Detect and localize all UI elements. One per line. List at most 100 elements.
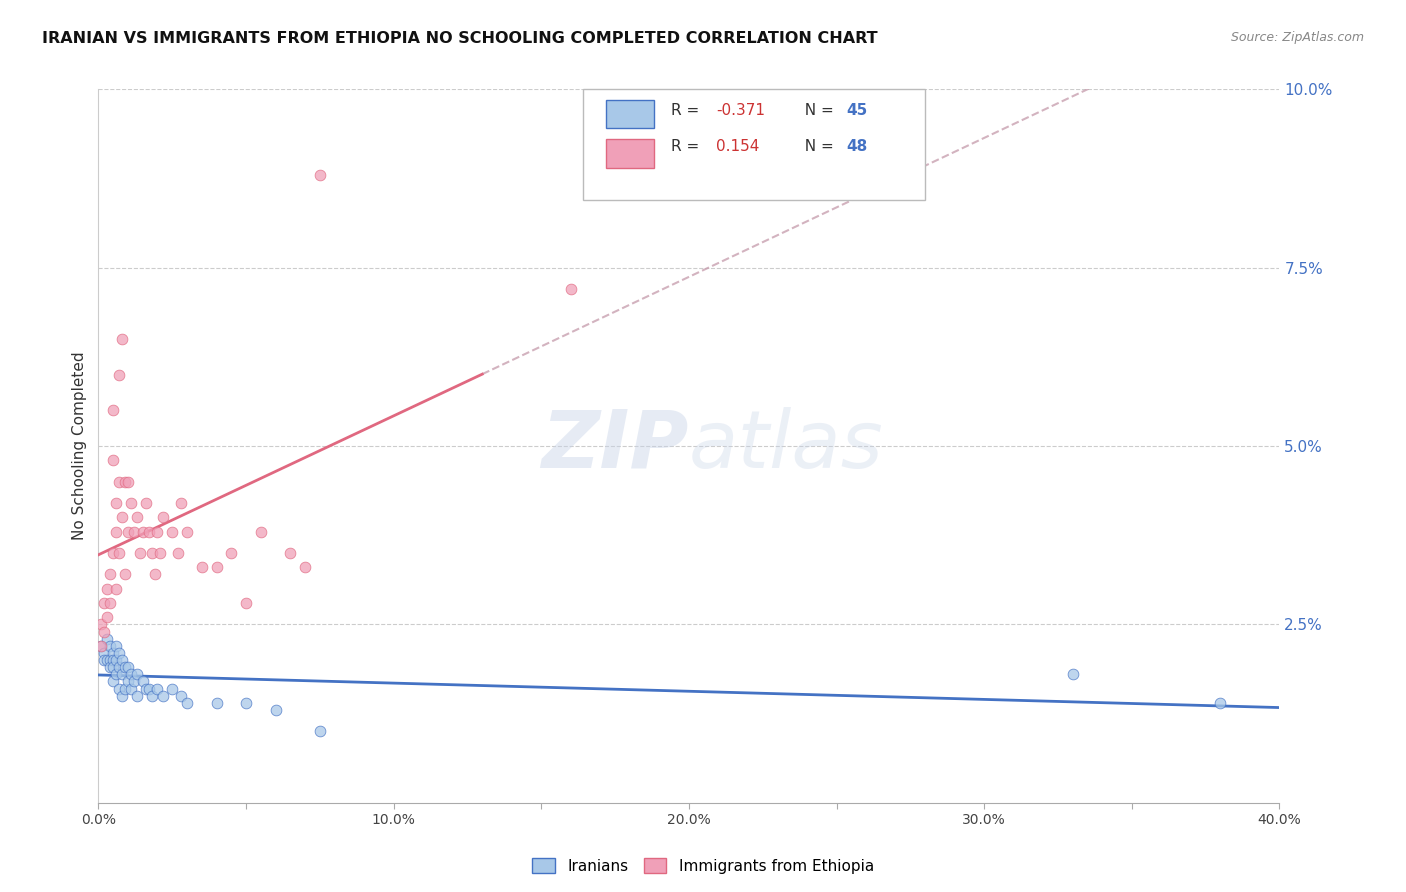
Point (108, 660, 131, 674)
Point (93, 596, 115, 610)
Point (111, 667, 134, 681)
Point (108, 681, 131, 696)
Y-axis label: No Schooling Completed: No Schooling Completed (72, 351, 87, 541)
Point (114, 660, 136, 674)
Point (250, 524, 273, 539)
Point (105, 667, 128, 681)
Point (93, 646, 115, 660)
Point (122, 524, 145, 539)
Point (114, 681, 136, 696)
Point (152, 510, 174, 524)
Point (278, 546, 302, 560)
Point (90, 639, 112, 653)
Point (264, 703, 287, 717)
Point (108, 546, 131, 560)
Point (560, 282, 582, 296)
Point (135, 496, 157, 510)
Text: 0.154: 0.154 (716, 139, 759, 153)
Point (138, 681, 160, 696)
Text: 48: 48 (846, 139, 868, 153)
Point (125, 689, 148, 703)
Point (309, 724, 332, 739)
Text: ZIP: ZIP (541, 407, 689, 485)
Point (105, 639, 128, 653)
Point (167, 546, 190, 560)
Point (205, 696, 228, 710)
Text: 45: 45 (846, 103, 868, 118)
Text: atlas: atlas (689, 407, 884, 485)
Point (176, 524, 198, 539)
Point (191, 560, 214, 574)
FancyBboxPatch shape (606, 100, 654, 128)
Point (120, 496, 142, 510)
Point (141, 546, 163, 560)
Point (114, 475, 136, 489)
Point (96, 632, 118, 646)
Point (96, 653, 118, 667)
Point (105, 582, 128, 596)
Point (170, 496, 193, 510)
Point (205, 560, 228, 574)
Point (114, 567, 136, 582)
Point (103, 453, 125, 467)
Point (128, 546, 150, 560)
Point (98, 596, 121, 610)
Point (98, 660, 121, 674)
Point (149, 546, 172, 560)
Point (132, 674, 155, 689)
Point (117, 524, 139, 539)
Point (141, 689, 163, 703)
Point (96, 610, 118, 624)
Text: N =: N = (796, 103, 839, 118)
Point (1062, 667, 1084, 681)
Point (294, 560, 316, 574)
Point (108, 646, 131, 660)
Point (162, 524, 183, 539)
Point (235, 696, 257, 710)
Point (96, 582, 118, 596)
Point (111, 689, 134, 703)
Point (98, 653, 121, 667)
Text: IRANIAN VS IMMIGRANTS FROM ETHIOPIA NO SCHOOLING COMPLETED CORRELATION CHART: IRANIAN VS IMMIGRANTS FROM ETHIOPIA NO S… (42, 31, 877, 46)
Point (98, 639, 121, 653)
Point (146, 524, 169, 539)
Point (103, 660, 125, 674)
Point (105, 653, 128, 667)
Point (135, 681, 157, 696)
Point (90, 639, 112, 653)
Text: N =: N = (796, 139, 839, 153)
Point (103, 674, 125, 689)
Point (111, 332, 134, 346)
Point (125, 510, 148, 524)
Point (146, 681, 169, 696)
Text: R =: R = (671, 139, 704, 153)
Text: R =: R = (671, 103, 704, 118)
Point (111, 510, 134, 524)
Point (162, 681, 183, 696)
Point (108, 475, 131, 489)
Point (1209, 696, 1232, 710)
Point (235, 596, 257, 610)
Point (309, 168, 332, 182)
Legend: Iranians, Immigrants from Ethiopia: Iranians, Immigrants from Ethiopia (526, 852, 880, 880)
Point (90, 617, 112, 632)
Point (93, 653, 115, 667)
Point (117, 674, 139, 689)
Text: -0.371: -0.371 (716, 103, 765, 118)
Point (108, 368, 131, 382)
Point (93, 624, 115, 639)
Point (120, 667, 142, 681)
Text: Source: ZipAtlas.com: Source: ZipAtlas.com (1230, 31, 1364, 45)
Point (125, 667, 148, 681)
Point (103, 546, 125, 560)
Point (176, 696, 198, 710)
Point (105, 524, 128, 539)
FancyBboxPatch shape (582, 89, 925, 200)
Point (152, 689, 174, 703)
Point (105, 496, 128, 510)
Point (103, 403, 125, 417)
Point (120, 681, 142, 696)
Point (219, 546, 242, 560)
Point (143, 567, 166, 582)
Point (103, 646, 125, 660)
